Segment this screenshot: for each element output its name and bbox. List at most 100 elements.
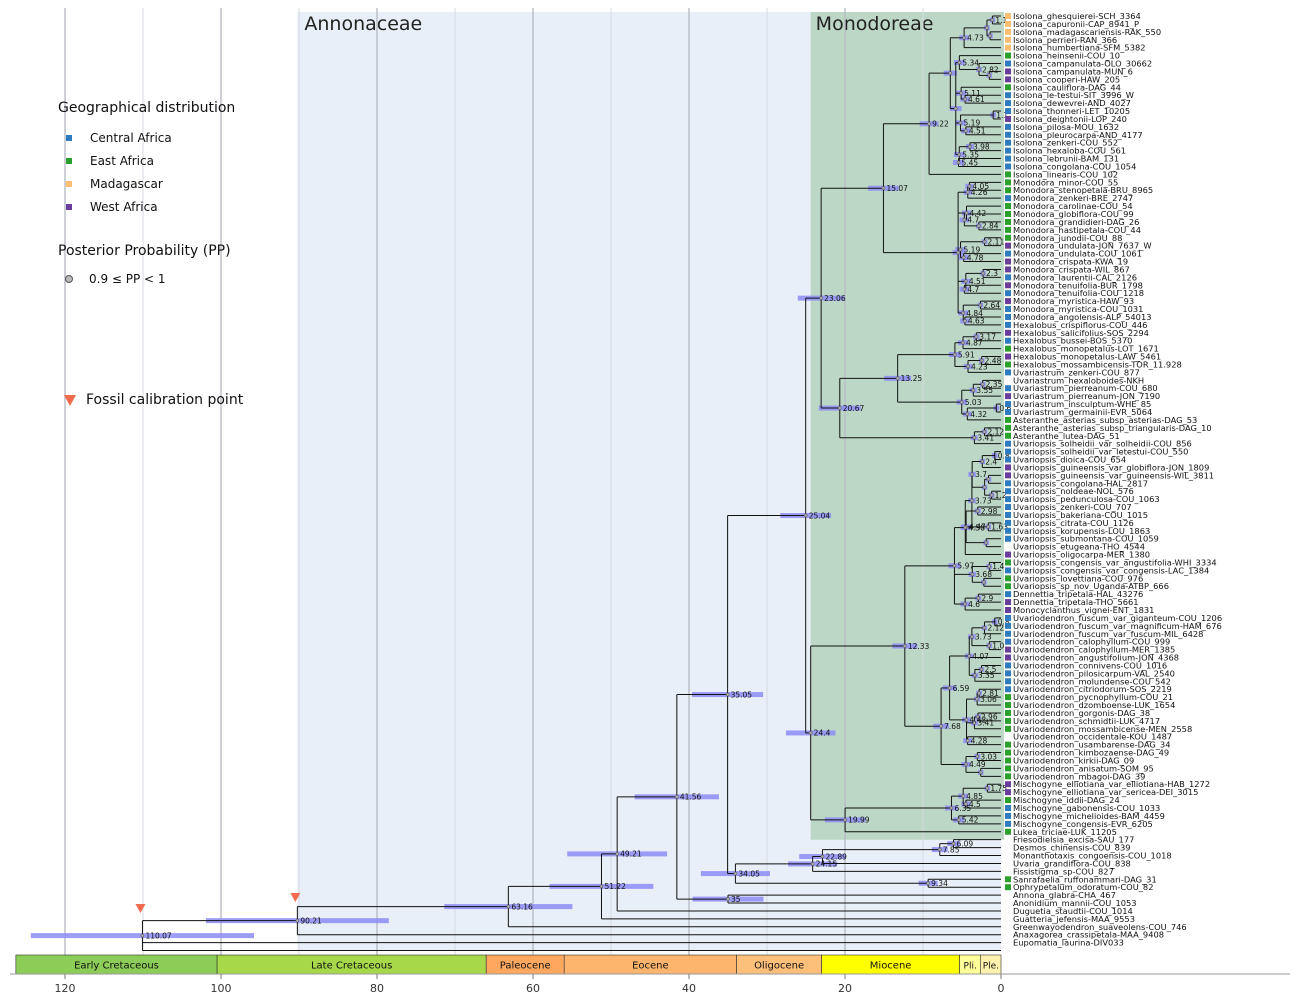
tip-label: Monodora_undulata-JON_7637_W <box>1013 241 1152 251</box>
tip-region-square <box>1005 670 1011 677</box>
tip-label: Uvariopsis_noldeae-NOL_576 <box>1013 486 1134 496</box>
node-age-label: 3.41 <box>977 434 994 443</box>
pp-node-circle <box>810 862 815 866</box>
node-age-label: 5.19 <box>964 119 981 128</box>
node-age-label: 4.84 <box>966 309 983 318</box>
pp-node-circle <box>970 572 975 577</box>
pp-node-circle <box>961 311 966 315</box>
pp-node-circle <box>976 596 981 600</box>
tip-label: Hexalobus_bussei-BOS_5370 <box>1013 336 1132 346</box>
tip-region-square <box>1005 654 1011 661</box>
node-age-label: 6.35 <box>954 804 971 813</box>
tip-region-square <box>1005 622 1011 629</box>
pp-node-circle <box>962 218 967 222</box>
tip-label: Hexalobus_monopetalus-LAW_5461 <box>1013 352 1161 362</box>
node-age-label: 13.25 <box>901 374 923 383</box>
pp-node-circle <box>952 563 957 568</box>
node-age-label: 20.67 <box>843 404 865 413</box>
node-age-label: 1.75 <box>990 784 1007 793</box>
legend: Geographical distribution Central Africa… <box>58 100 288 290</box>
pp-node-circle <box>982 239 987 244</box>
pp-node-circle <box>953 352 957 357</box>
tip-region-square <box>1005 820 1011 827</box>
node-age-label: 0.6 <box>999 404 1011 413</box>
tip-label: Uvariopsis_guineensis_var_globiflora-JON… <box>1013 462 1209 472</box>
tip-label: Asteranthe_lutea-DAG_51 <box>1013 431 1120 441</box>
pp-node-circle <box>140 933 145 938</box>
tip-region-square <box>1005 313 1011 320</box>
pp-node-circle <box>927 121 931 126</box>
tip-region-square <box>1005 123 1011 130</box>
node-age-label: 1.4 <box>992 562 1004 571</box>
epoch-label: Pli. <box>964 962 977 972</box>
tip-label: Mischogyne_elliotiana_var_elliotiana-HAB… <box>1013 779 1210 789</box>
tip-label: Anaxagorea_crassipetala-MAA_9408 <box>1013 930 1164 940</box>
pp-node-circle <box>990 18 995 22</box>
node-age-label: 2.12 <box>987 428 1004 437</box>
tip-label: Mischogyne_congensis-EVR_6205 <box>1013 819 1153 829</box>
node-age-label: 3.17 <box>979 333 996 342</box>
node-age-label: 3.41 <box>977 719 994 728</box>
tip-label: Uvariopsis_solheidii_var_letestui-COU_55… <box>1013 447 1188 457</box>
tip-region-square <box>1005 527 1011 534</box>
tip-label: Uvariopsis_bakeriana-COU_1015 <box>1013 510 1148 520</box>
tip-region-square <box>1005 812 1011 819</box>
tip-label: Monodora_hastipetala-COU_44 <box>1013 225 1141 235</box>
tip-label: Monodora_myristica-HAW_93 <box>1013 296 1134 306</box>
node-age-label: 2.84 <box>982 222 999 231</box>
tip-region-square <box>1005 702 1011 709</box>
tip-region-square <box>1005 155 1011 162</box>
pp-node-circle <box>971 388 976 393</box>
tip-label: Sanrafaelia_ruffonammari-DAG_31 <box>1013 874 1157 884</box>
tip-region-square <box>1005 203 1011 210</box>
clade-label-monodoreae: Monodoreae <box>816 13 934 35</box>
tip-label: Monodora_carolinae-COU_54 <box>1013 201 1133 211</box>
pp-node-circle <box>961 255 966 260</box>
tip-label: Uvariopsis_congensis_var_congensis-LAC_1… <box>1013 565 1209 575</box>
node-age-label: 4.7 <box>967 216 979 225</box>
pp-node-circle <box>881 186 886 191</box>
tip-label: Uvariodendron_fuscum_var_giganteum-COU_1… <box>1013 613 1222 623</box>
pp-node-circle <box>962 287 967 292</box>
pp-node-circle <box>725 692 730 697</box>
pp-node-circle <box>958 121 963 125</box>
pp-node-circle <box>964 211 969 215</box>
tip-region-square <box>1005 496 1011 503</box>
tip-label: Uvaria_grandiflora-COU_838 <box>1013 858 1131 868</box>
tip-label: Isolona_humbertiana-SFM_5382 <box>1013 43 1146 53</box>
tip-label: Isolona_pleurocarpa-AND_4177 <box>1013 130 1143 140</box>
node-age-label: 3.03 <box>980 752 997 761</box>
node-age-label: 2.12 <box>987 624 1004 633</box>
pp-node-circle <box>937 847 942 852</box>
pp-node-circle <box>964 762 968 767</box>
tip-region-square <box>1005 448 1011 455</box>
node-age-label: 3.68 <box>975 570 992 579</box>
tip-label: Uvariodendron_fuscum_var_fuscum-MIL_6428 <box>1013 629 1203 639</box>
node-age-label: 24.4 <box>814 729 831 738</box>
pp-node-circle <box>977 691 981 696</box>
tip-region-square <box>1005 828 1011 835</box>
node-age-label: 35 <box>731 895 741 904</box>
pp-node-circle <box>837 406 842 410</box>
node-age-label: 63.16 <box>511 902 533 911</box>
tip-region-square <box>1005 464 1011 471</box>
tip-label: Uvariodendron_fuscum_var_magnificum-HAM_… <box>1013 621 1222 631</box>
tip-region-square <box>1005 44 1011 51</box>
pp-node-circle <box>895 376 900 381</box>
tip-label: Isolona_cooperi-HAW_205 <box>1013 74 1120 84</box>
tip-label: Uvariopsis_congensis_var_angustifolia-WH… <box>1013 557 1217 567</box>
pp-node-circle <box>972 435 977 440</box>
tip-region-square <box>1005 575 1011 582</box>
tip-label: Uvariodendron_angustifolium-JON_4368 <box>1013 653 1179 663</box>
node-age-label: 41.56 <box>680 793 702 802</box>
pp-node-circle <box>970 472 974 477</box>
node-age-label: 6.59 <box>953 684 970 693</box>
node-age-label: 4.49 <box>969 760 986 769</box>
pp-node-circle <box>962 35 966 40</box>
node-age-label: 5.45 <box>961 158 978 167</box>
tip-region-square <box>1005 805 1011 811</box>
pp-node-circle <box>948 71 953 76</box>
tip-label: Monanthotaxis_congoensis-COU_1018 <box>1013 851 1172 861</box>
tip-label: Monocyclanthus_vignei-ENT_1831 <box>1013 605 1154 615</box>
node-age-label: 4.07 <box>972 652 989 661</box>
